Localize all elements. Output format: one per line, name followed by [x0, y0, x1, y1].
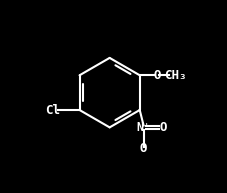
Text: O: O: [159, 121, 167, 134]
Text: N⁺: N⁺: [136, 121, 151, 134]
Text: O: O: [140, 142, 147, 155]
Text: CH₃: CH₃: [164, 69, 187, 82]
Text: Cl: Cl: [45, 103, 60, 117]
Text: O: O: [153, 69, 161, 82]
